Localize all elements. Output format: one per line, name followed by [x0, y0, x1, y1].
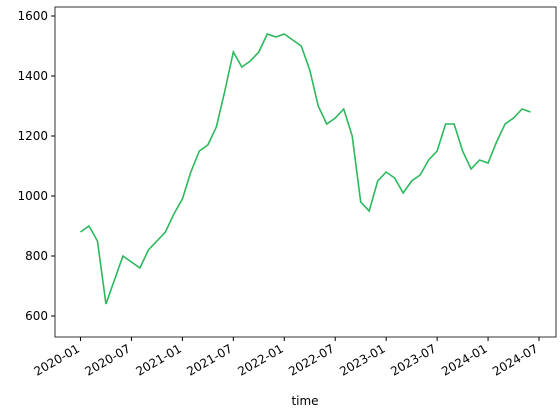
plot-frame [54, 6, 557, 338]
data-line [80, 33, 531, 305]
x-tick-label: 2020-01 [32, 341, 82, 378]
y-tick-label: 600 [25, 309, 48, 323]
y-tick-label: 1200 [17, 129, 48, 143]
x-tick-label: 2022-01 [235, 341, 285, 378]
x-tick-label: 2023-01 [337, 341, 387, 378]
x-tick-label: 2023-07 [388, 341, 438, 378]
x-tick-label: 2024-01 [439, 341, 489, 378]
y-tick-label: 800 [25, 249, 48, 263]
x-tick-label: 2021-07 [184, 341, 234, 378]
x-tick-label: 2020-07 [83, 341, 133, 378]
x-tick-label: 2021-01 [133, 341, 183, 378]
x-axis-label: time [291, 394, 318, 408]
x-tick-label: 2022-07 [286, 341, 336, 378]
y-tick-label: 1000 [17, 189, 48, 203]
x-tick-label: 2024-07 [490, 341, 540, 378]
y-tick-label: 1600 [17, 9, 48, 23]
y-tick-label: 1400 [17, 69, 48, 83]
